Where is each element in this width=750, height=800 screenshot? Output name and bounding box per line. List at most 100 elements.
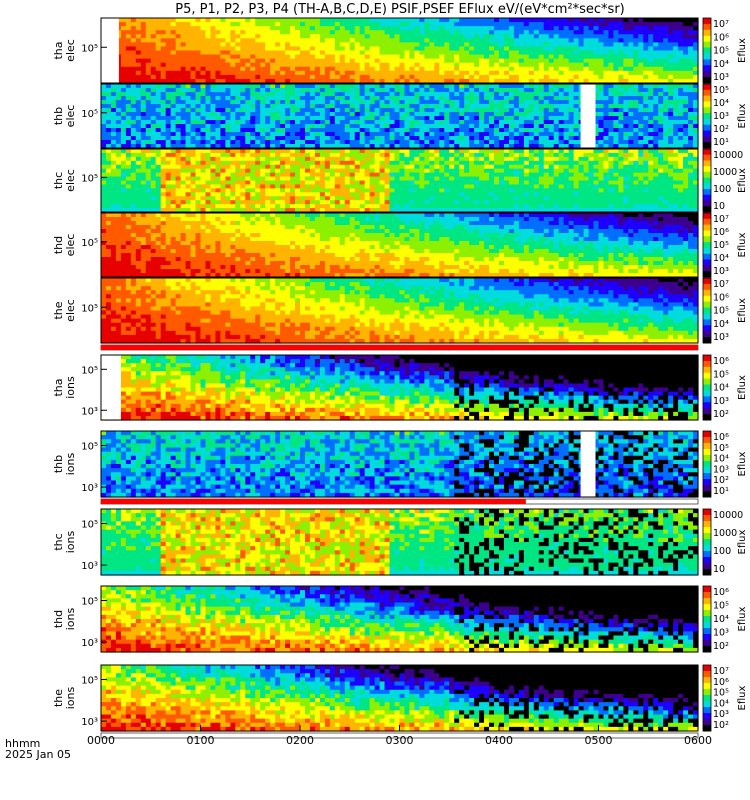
spectrogram-cell bbox=[270, 30, 276, 35]
spectrogram-cell bbox=[618, 104, 624, 109]
spectrogram-cell bbox=[603, 136, 610, 141]
spectrogram-cell bbox=[499, 42, 505, 48]
spectrogram-cell bbox=[185, 34, 192, 39]
spectrogram-cell bbox=[663, 38, 669, 43]
spectrogram-cell bbox=[270, 96, 276, 101]
spectrogram-cell bbox=[364, 112, 371, 117]
spectrogram-cell bbox=[593, 38, 600, 43]
spectrogram-cell bbox=[434, 78, 440, 84]
spectrogram-cell bbox=[449, 74, 455, 80]
spectrogram-cell bbox=[429, 42, 435, 48]
spectrogram-cell bbox=[190, 92, 197, 97]
spectrogram-cell bbox=[220, 100, 226, 105]
spectrogram-cell bbox=[334, 18, 341, 23]
spectrogram-cell bbox=[280, 38, 286, 43]
spectrogram-cell bbox=[449, 92, 455, 97]
spectrogram-cell bbox=[414, 54, 420, 60]
spectrogram-cell bbox=[190, 176, 197, 182]
spectrogram-cell bbox=[439, 96, 445, 101]
spectrogram-cell bbox=[175, 152, 182, 158]
spectrogram-cell bbox=[693, 50, 699, 56]
spectrogram-cell bbox=[638, 22, 644, 27]
spectrogram-cell bbox=[439, 66, 445, 72]
spectrogram-cell bbox=[185, 172, 192, 178]
spectrogram-cell bbox=[563, 96, 570, 101]
spectrogram-cell bbox=[548, 70, 555, 76]
spectrogram-cell bbox=[653, 18, 659, 23]
spectrogram-cell bbox=[573, 34, 580, 39]
spectrogram-cell bbox=[399, 54, 406, 60]
spectrogram-cell bbox=[678, 54, 684, 60]
spectrogram-cell bbox=[374, 34, 381, 39]
spectrogram-cell bbox=[135, 160, 142, 166]
spectrogram-cell bbox=[260, 74, 266, 80]
spectrogram-cell bbox=[260, 84, 266, 89]
spectrogram-cell bbox=[120, 140, 127, 145]
spectrogram-cell bbox=[304, 92, 311, 97]
spectrogram-cell bbox=[439, 192, 445, 197]
spectrogram-cell bbox=[623, 112, 629, 117]
spectrogram-cell bbox=[140, 38, 147, 43]
spectrogram-cell bbox=[329, 34, 336, 39]
spectrogram-cell bbox=[494, 70, 500, 76]
spectrogram-cell bbox=[633, 140, 639, 145]
spectrogram-cell bbox=[643, 144, 649, 149]
spectrogram-cell bbox=[638, 42, 644, 48]
spectrogram-cell bbox=[220, 22, 226, 27]
spectrogram-cell bbox=[374, 22, 381, 27]
spectrogram-cell bbox=[424, 42, 430, 48]
spectrogram-cell bbox=[240, 96, 246, 101]
spectrogram-cell bbox=[150, 196, 157, 201]
spectrogram-cell bbox=[384, 26, 391, 31]
spectrogram-cell bbox=[155, 58, 162, 64]
spectrogram-cell bbox=[648, 26, 654, 31]
spectrogram-cell bbox=[513, 54, 520, 60]
spectrogram-cell bbox=[290, 26, 296, 31]
spectrogram-cell bbox=[508, 30, 515, 35]
spectrogram-cell bbox=[344, 18, 351, 23]
spectrogram-cell bbox=[454, 92, 460, 97]
spectrogram-cell bbox=[374, 172, 381, 178]
spectrogram-cell bbox=[419, 160, 425, 166]
spectrogram-cell bbox=[434, 156, 440, 162]
spectrogram-cell bbox=[528, 38, 535, 43]
spectrogram-cell bbox=[374, 164, 381, 170]
spectrogram-cell bbox=[190, 184, 197, 189]
spectrogram-cell bbox=[255, 168, 261, 174]
spectrogram-cell bbox=[583, 58, 590, 64]
spectrogram-cell bbox=[359, 120, 366, 125]
spectrogram-cell bbox=[200, 149, 207, 154]
spectrogram-cell bbox=[295, 50, 301, 56]
spectrogram-cell bbox=[180, 112, 187, 117]
spectrogram-cell bbox=[374, 196, 381, 201]
spectrogram-cell bbox=[379, 188, 386, 193]
spectrogram-cell bbox=[693, 132, 699, 137]
spectrogram-cell bbox=[563, 50, 570, 56]
spectrogram-cell bbox=[444, 46, 450, 52]
spectrogram-cell bbox=[200, 116, 207, 121]
spectrogram-cell bbox=[404, 128, 411, 133]
spectrogram-cell bbox=[285, 176, 291, 182]
spectrogram-cell bbox=[409, 84, 416, 89]
spectrogram-cell bbox=[175, 208, 182, 213]
spectrogram-cell bbox=[190, 96, 197, 101]
spectrogram-cell bbox=[613, 18, 619, 23]
spectrogram-cell bbox=[250, 132, 256, 137]
spectrogram-cell bbox=[394, 164, 401, 170]
spectrogram-cell bbox=[394, 66, 401, 72]
spectrogram-cell bbox=[613, 22, 619, 27]
spectrogram-cell bbox=[409, 74, 416, 80]
spectrogram-cell bbox=[275, 26, 281, 31]
spectrogram-cell bbox=[479, 88, 485, 93]
spectrogram-cell bbox=[270, 168, 276, 174]
spectrogram-cell bbox=[339, 74, 346, 80]
spectrogram-cell bbox=[260, 22, 266, 27]
spectrogram-cell bbox=[384, 30, 391, 35]
spectrogram-cell bbox=[200, 128, 207, 133]
colorbar-frame bbox=[702, 83, 712, 149]
spectrogram-cell bbox=[275, 104, 281, 109]
spectrogram-cell bbox=[404, 46, 411, 52]
spectrogram-cell bbox=[215, 34, 221, 39]
spectrogram-cell bbox=[185, 22, 192, 27]
spectrogram-cell bbox=[309, 152, 316, 158]
